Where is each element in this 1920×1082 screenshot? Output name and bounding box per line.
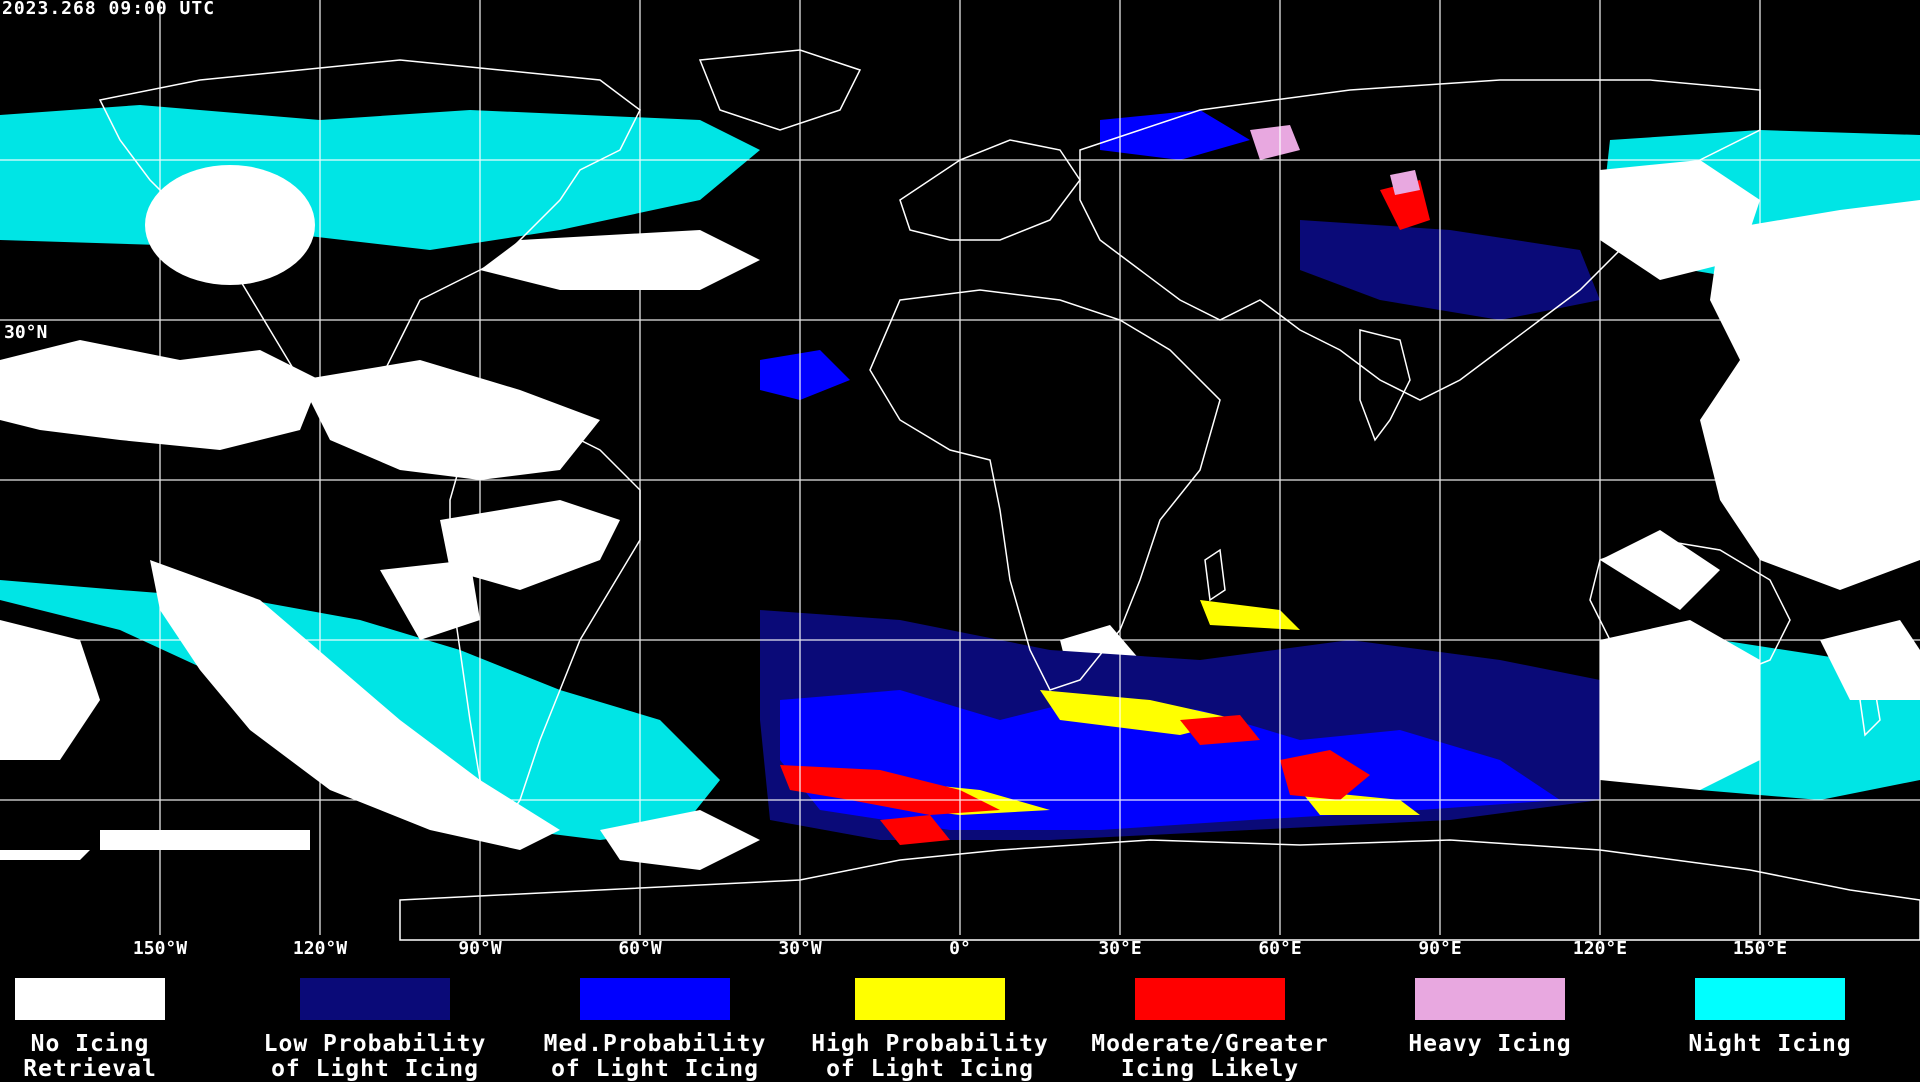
lon-label-0: 0°: [949, 938, 971, 959]
lon-label-60e: 60°E: [1258, 938, 1302, 959]
lon-label-150e: 150°E: [1732, 938, 1788, 959]
legend-swatch-night-icing: [1695, 978, 1845, 1020]
graticule-grid: [0, 0, 1920, 935]
lon-label-90w: 90°W: [458, 938, 502, 959]
timestamp-label: 2023.268 09:00 UTC: [2, 0, 216, 19]
legend-swatch-moderate-icing: [1135, 978, 1285, 1020]
legend-item-heavy-icing: Heavy Icing: [1360, 978, 1620, 1057]
lon-label-30w: 30°W: [778, 938, 822, 959]
lat-label-30s: 30°S: [4, 642, 48, 663]
legend-label-low-probability: Low Probability of Light Icing: [263, 1031, 487, 1082]
legend-item-high-probability: High Probability of Light Icing: [800, 978, 1060, 1082]
legend-swatch-med-probability: [580, 978, 730, 1020]
legend-item-low-probability: Low Probability of Light Icing: [245, 978, 505, 1082]
legend-item-no-icing: No Icing Retrieval: [0, 978, 220, 1082]
legend-swatch-heavy-icing: [1415, 978, 1565, 1020]
coastlines: [98, 49, 1920, 941]
lon-label-30e: 30°E: [1098, 938, 1142, 959]
lon-label-90e: 90°E: [1418, 938, 1462, 959]
lon-label-120e: 120°E: [1572, 938, 1628, 959]
lon-label-150w: 150°W: [132, 938, 188, 959]
legend-label-moderate-icing: Moderate/Greater Icing Likely: [1091, 1031, 1329, 1082]
icing-map: [0, 0, 1920, 941]
lon-label-120w: 120°W: [292, 938, 348, 959]
legend: No Icing Retrieval Low Probability of Li…: [0, 960, 1920, 1082]
lon-label-60w: 60°W: [618, 938, 662, 959]
legend-item-moderate-icing: Moderate/Greater Icing Likely: [1080, 978, 1340, 1082]
heavy-icing-regions: [1250, 125, 1420, 195]
lat-label-30n: 30°N: [4, 322, 48, 343]
legend-label-med-probability: Med.Probability of Light Icing: [543, 1031, 767, 1082]
legend-label-night-icing: Night Icing: [1688, 1031, 1852, 1057]
legend-swatch-low-probability: [300, 978, 450, 1020]
legend-label-no-icing: No Icing Retrieval: [23, 1031, 157, 1082]
moderate-icing-regions: [780, 180, 1430, 845]
legend-label-high-probability: High Probability of Light Icing: [811, 1031, 1049, 1082]
legend-label-heavy-icing: Heavy Icing: [1408, 1031, 1572, 1057]
legend-item-night-icing: Night Icing: [1640, 978, 1900, 1057]
legend-swatch-no-icing: [15, 978, 165, 1020]
legend-swatch-high-probability: [855, 978, 1005, 1020]
legend-item-med-probability: Med.Probability of Light Icing: [525, 978, 785, 1082]
